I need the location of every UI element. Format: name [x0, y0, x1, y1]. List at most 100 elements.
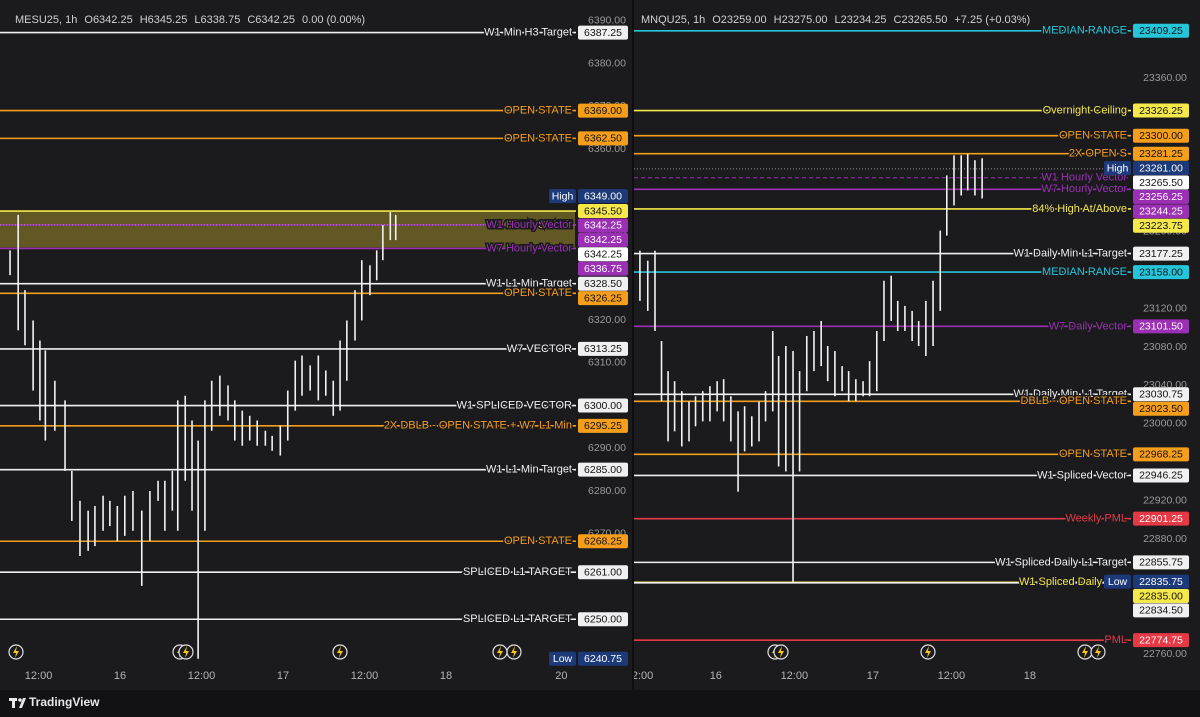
price-box: 22855.75 — [1133, 555, 1189, 570]
ohlc-key: O — [84, 14, 93, 26]
price-box-bg — [578, 247, 628, 262]
level-label: Weekly PML — [1065, 513, 1127, 525]
x-tick-label: 16 — [114, 670, 126, 682]
chart-header: MNQU25, 1h O23259.00 H23275.00 L23234.25 C23… — [641, 14, 1030, 26]
ohlc-key: H — [774, 14, 782, 26]
y-tick-label: 6320.00 — [588, 314, 626, 326]
x-tick-label: 12:00 — [25, 670, 53, 682]
price-box: 6349.00 High — [549, 189, 628, 204]
price-box: 22968.25 — [1133, 447, 1189, 462]
level-label: OPEN STATE — [504, 104, 572, 116]
level-label: PML — [1104, 634, 1127, 646]
event-icon[interactable] — [1090, 644, 1106, 660]
price-box: 6342.25 — [578, 232, 628, 247]
price-box-bg — [1133, 574, 1189, 589]
price-box-value: 6261.00 — [584, 567, 622, 579]
price-box-value: 23409.25 — [1139, 25, 1183, 37]
price-box: 6387.25 — [578, 25, 628, 40]
level-label: OPEN STATE — [504, 287, 572, 299]
price-box-value: 6349.00 — [584, 190, 622, 202]
event-icon-bolt[interactable] — [511, 646, 517, 658]
event-icon-bolt[interactable] — [13, 646, 19, 658]
tag-bg — [549, 651, 576, 666]
price-box-bg — [1133, 103, 1189, 118]
price-box-bg — [578, 103, 628, 118]
y-tick-label: 23000.00 — [1143, 418, 1187, 430]
price-box-value: 6250.00 — [584, 614, 622, 626]
tag-bg — [1104, 161, 1131, 176]
price-box-bg — [578, 189, 628, 204]
price-box: 23101.50 — [1133, 319, 1189, 334]
price-box-bg — [1133, 161, 1189, 176]
event-icon-bolt[interactable] — [1082, 646, 1088, 658]
x-tick-label: 2:00 — [632, 670, 653, 682]
price-box: 23023.50 — [1133, 401, 1189, 416]
price-box: 23030.75 — [1133, 387, 1189, 402]
price-box: 6342.25 — [578, 247, 628, 262]
price-box-bg — [578, 651, 628, 666]
x-tick-label: 12:00 — [938, 670, 966, 682]
event-icon-bolt[interactable] — [1095, 646, 1101, 658]
brand-logo — [9, 698, 26, 708]
price-box: 22901.25 — [1133, 511, 1189, 526]
event-icon[interactable] — [506, 644, 522, 660]
level-label: 84% High At/Above — [1032, 203, 1127, 215]
price-box-bg — [578, 565, 628, 580]
event-icon-bolt[interactable] — [778, 646, 784, 658]
x-tick-label: 18 — [1024, 670, 1036, 682]
level-label: W1 Hourly Vector — [486, 219, 572, 231]
panel-divider — [632, 0, 634, 690]
x-tick-label: 20 — [555, 670, 567, 682]
price-box-value: 6342.25 — [584, 234, 622, 246]
event-icon-bolt[interactable] — [497, 646, 503, 658]
price-box: 6362.50 — [578, 131, 628, 146]
price-box-value: 23223.75 — [1139, 220, 1183, 232]
y-tick-label: 6290.00 — [588, 442, 626, 454]
event-icon[interactable] — [1077, 644, 1093, 660]
event-icon[interactable] — [178, 644, 194, 660]
level-label: OPEN STATE — [1059, 448, 1127, 460]
price-box-value: 23326.25 — [1139, 105, 1183, 117]
price-box: 23256.25 — [1133, 189, 1189, 204]
price-box-bg — [578, 612, 628, 627]
event-icon[interactable] — [773, 644, 789, 660]
price-box: 23158.00 — [1133, 265, 1189, 280]
event-icon-bolt[interactable] — [925, 646, 931, 658]
level-label: MEDIAN RANGE — [1042, 266, 1127, 278]
y-tick-label: 6380.00 — [588, 57, 626, 69]
price-box: 23300.00 — [1133, 128, 1189, 143]
event-icon-bolt[interactable] — [337, 646, 343, 658]
tag-label: High — [1107, 162, 1129, 174]
price-box-value: 23030.75 — [1139, 389, 1183, 401]
price-box-value: 23158.00 — [1139, 266, 1183, 278]
price-box-value: 23177.25 — [1139, 248, 1183, 260]
price-box: 23177.25 — [1133, 246, 1189, 261]
price-box: 22834.50 — [1133, 603, 1189, 618]
price-box-value: 23023.50 — [1139, 403, 1183, 415]
y-tick-label: 22880.00 — [1143, 533, 1187, 545]
price-box-value: 23281.25 — [1139, 148, 1183, 160]
x-tick-label: 12:00 — [781, 670, 809, 682]
event-icon-bolt[interactable] — [183, 646, 189, 658]
price-box-bg — [1133, 633, 1189, 648]
price-box-value: 6313.25 — [584, 343, 622, 355]
price-box: 23265.50 — [1133, 175, 1189, 190]
event-icon[interactable] — [492, 644, 508, 660]
y-tick-label: 23080.00 — [1143, 341, 1187, 353]
level-label: 2X DBLB - OPEN STATE + W7 L1 Min — [384, 420, 572, 432]
left-panel[interactable] — [0, 0, 632, 690]
level-label: SPLICED L1 TARGET — [463, 566, 572, 578]
y-tick-label: 6280.00 — [588, 485, 626, 497]
tag-bg — [1104, 574, 1131, 589]
level-label: W1 Spliced Vector — [1037, 469, 1127, 481]
event-icon[interactable] — [332, 644, 348, 660]
event-icon[interactable] — [8, 644, 24, 660]
y-tick-label: 23360.00 — [1143, 72, 1187, 84]
price-box: 6268.25 — [578, 534, 628, 549]
event-icon[interactable] — [920, 644, 936, 660]
price-box: 23281.00 High — [1104, 161, 1189, 176]
price-box-bg — [578, 131, 628, 146]
level-label: 2X OPEN S — [1069, 148, 1127, 160]
price-box-value: 6300.00 — [584, 400, 622, 412]
price-box-bg — [1133, 204, 1189, 219]
